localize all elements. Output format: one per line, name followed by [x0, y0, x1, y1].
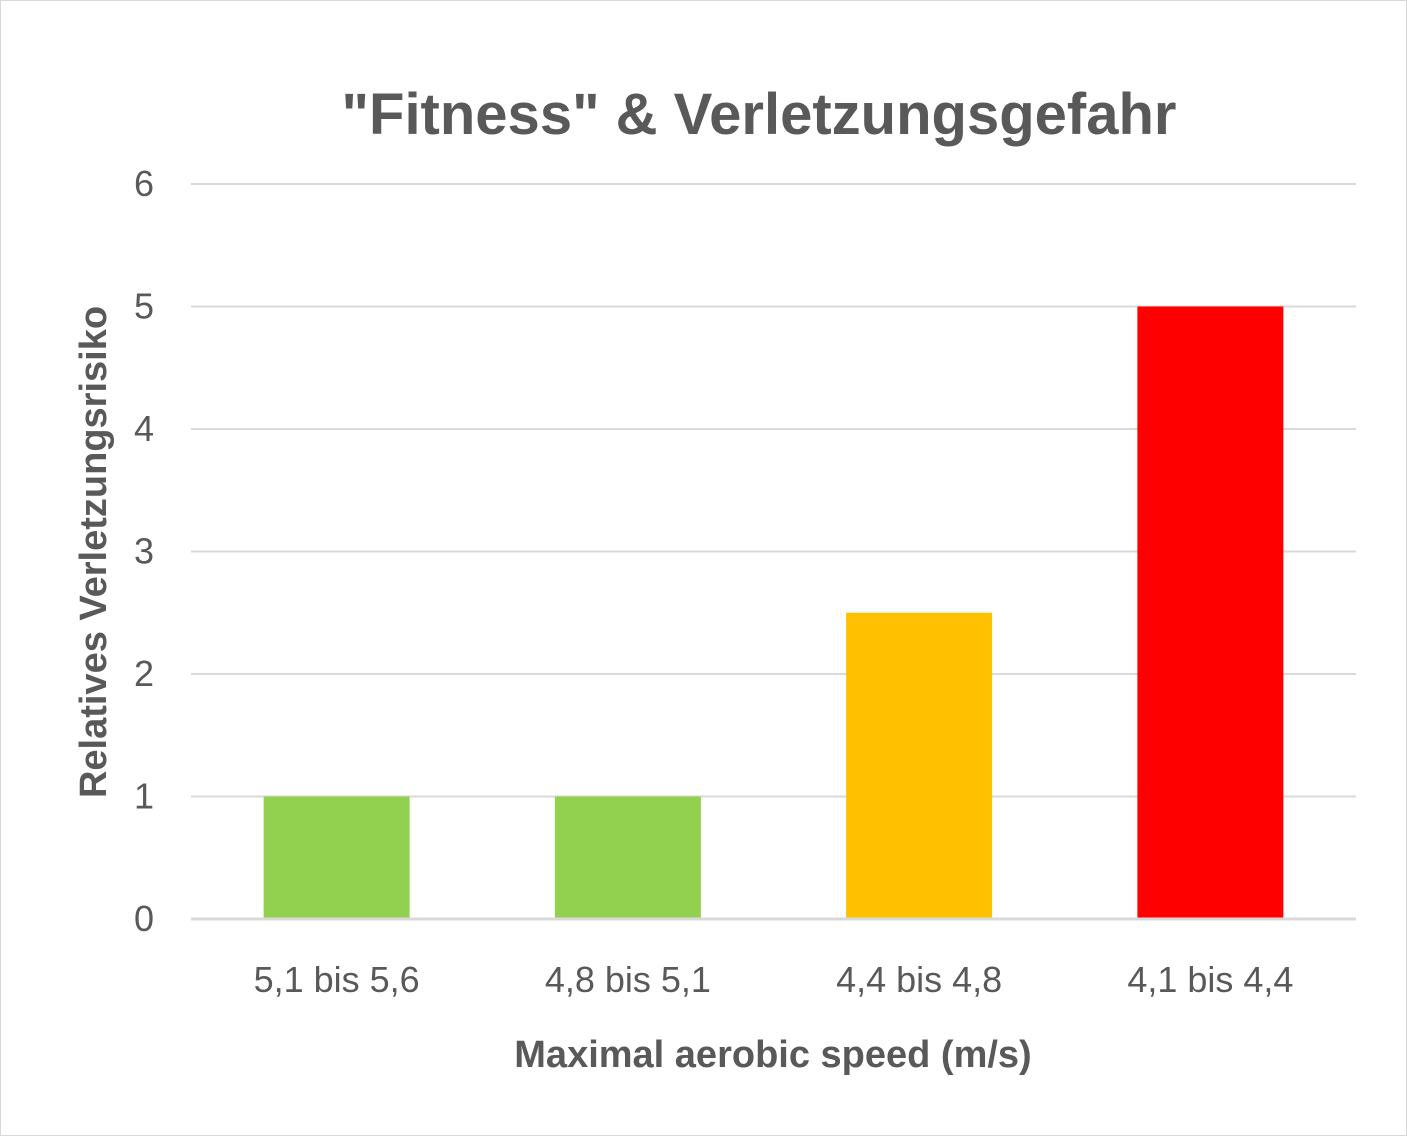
bars — [263, 306, 1284, 918]
x-tick-label: 5,1 bis 5,6 — [254, 959, 420, 1000]
y-axis-ticks: 0 1 2 3 4 5 6 — [134, 163, 154, 939]
y-tick-label: 1 — [134, 776, 154, 817]
x-tick-label: 4,8 bis 5,1 — [545, 959, 711, 1000]
x-axis-ticks: 5,1 bis 5,6 4,8 bis 5,1 4,4 bis 4,8 4,1 bis… — [254, 959, 1294, 1000]
y-tick-label: 4 — [134, 408, 154, 449]
y-tick-label: 3 — [134, 531, 154, 572]
x-tick-label: 4,1 bis 4,4 — [1127, 959, 1293, 1000]
x-axis-title: Maximal aerobic speed (m/s) — [514, 1034, 1031, 1076]
y-tick-label: 0 — [134, 898, 154, 939]
y-tick-label: 2 — [134, 653, 154, 694]
x-tick-label: 4,4 bis 4,8 — [836, 959, 1002, 1000]
bar — [554, 796, 701, 918]
bar — [1137, 306, 1284, 918]
y-tick-label: 6 — [134, 163, 154, 204]
bar — [263, 796, 410, 918]
y-axis-title: Relatives Verletzungsrisiko — [73, 306, 115, 798]
chart-title: "Fitness" & Verletzungsgefahr — [342, 82, 1177, 147]
bar — [846, 612, 993, 918]
y-tick-label: 5 — [134, 286, 154, 327]
